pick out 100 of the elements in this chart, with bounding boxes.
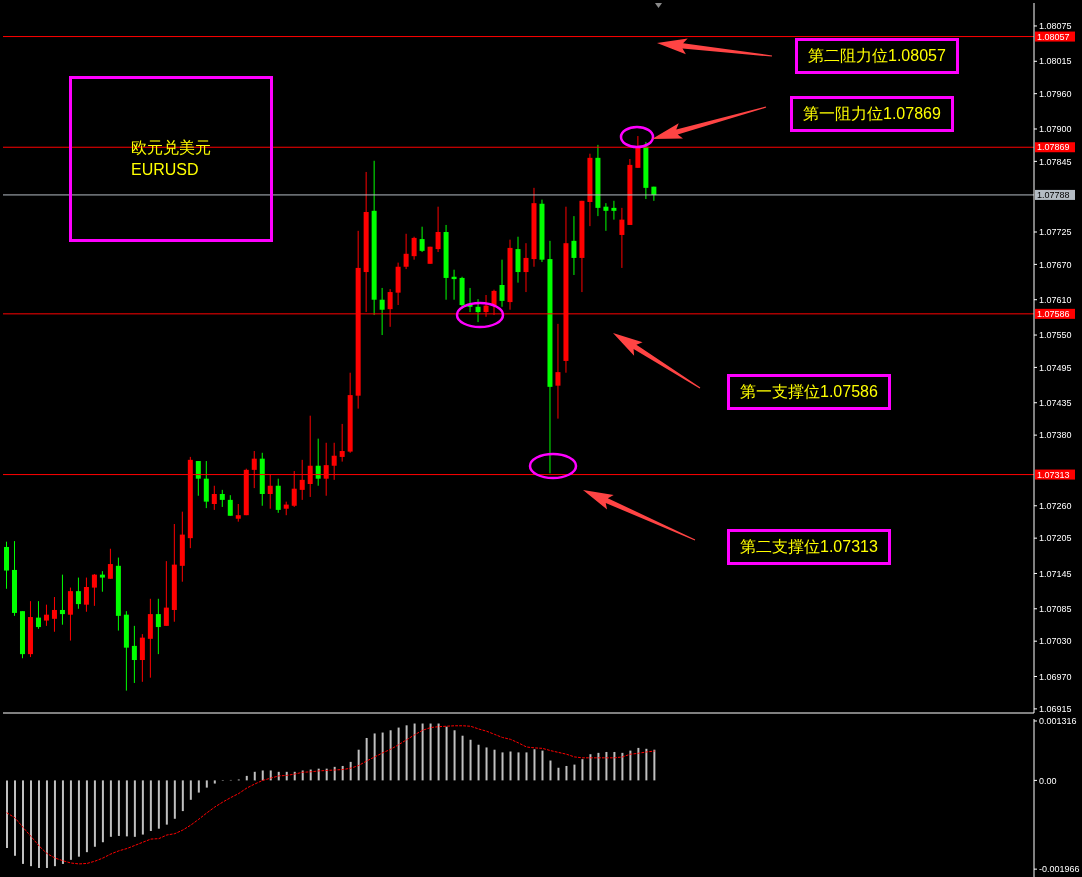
candlestick <box>571 215 577 276</box>
bar <box>85 780 88 853</box>
bar <box>141 780 144 835</box>
bar <box>533 749 536 781</box>
ref-line-label: 1.07313 <box>1037 469 1070 480</box>
candlestick <box>139 633 145 683</box>
bar <box>541 750 544 781</box>
bar <box>165 780 168 825</box>
y-tick-label: 1.07205 <box>1039 533 1072 544</box>
bar <box>213 780 216 784</box>
bar <box>253 771 256 781</box>
bar <box>261 770 264 781</box>
bar <box>589 754 592 781</box>
y-tick-label: 1.07260 <box>1039 500 1072 511</box>
bar <box>613 751 616 781</box>
y-tick-label: 1.07670 <box>1039 259 1072 270</box>
y-tick-label: 1.07960 <box>1039 88 1072 99</box>
bar <box>549 760 552 781</box>
bar <box>413 723 416 781</box>
candlestick <box>435 206 441 253</box>
bar <box>13 780 16 856</box>
ref-line-label: 1.08057 <box>1037 31 1070 42</box>
text: EURUSD <box>131 160 199 180</box>
bar <box>77 780 80 857</box>
candlestick <box>51 596 57 633</box>
bar <box>565 765 568 781</box>
y-tick-label: 1.07610 <box>1039 294 1072 305</box>
candlestick <box>339 423 345 463</box>
candlestick <box>315 438 321 487</box>
y-tick-label: 1.08075 <box>1039 21 1072 32</box>
bar <box>605 751 608 781</box>
bar <box>29 780 32 867</box>
bar <box>621 752 624 781</box>
bar <box>189 780 192 800</box>
candlestick <box>35 600 41 630</box>
bar <box>133 780 136 837</box>
y-tick-label: 1.07435 <box>1039 397 1072 408</box>
candlestick <box>163 560 169 627</box>
bar <box>37 780 40 868</box>
bar <box>109 780 112 837</box>
bar <box>149 780 152 831</box>
bar <box>61 780 64 864</box>
bar <box>501 752 504 781</box>
bar <box>341 765 344 781</box>
y-tick-label: 1.06915 <box>1039 704 1072 715</box>
bar <box>445 726 448 781</box>
candlestick <box>227 494 233 517</box>
annotation: 第一阻力位1.07869 <box>790 96 954 133</box>
bar <box>597 752 600 781</box>
candlestick <box>43 604 49 627</box>
candlestick <box>379 287 385 336</box>
bar <box>557 767 560 781</box>
candlestick <box>59 574 65 626</box>
candlestick <box>515 236 521 284</box>
candlestick <box>67 587 73 642</box>
bar <box>629 750 632 781</box>
bar <box>365 737 368 781</box>
candlestick <box>99 570 105 593</box>
annotation: 第一支撑位1.07586 <box>727 374 891 410</box>
annotation: 第二支撑位1.07313 <box>727 529 891 565</box>
bar <box>525 752 528 781</box>
y-tick-label: 0.00 <box>1039 775 1057 786</box>
line-series <box>6 725 655 865</box>
bar <box>45 780 48 868</box>
bar <box>397 727 400 781</box>
candlestick <box>555 323 561 420</box>
y-tick-label: 1.07030 <box>1039 636 1072 647</box>
bar <box>21 780 24 864</box>
bar <box>637 747 640 781</box>
y-tick-label: 1.06970 <box>1039 671 1072 682</box>
candlestick <box>107 548 113 580</box>
candlestick <box>635 135 641 169</box>
candlestick <box>611 200 617 221</box>
y-tick-label: 1.08015 <box>1039 56 1072 67</box>
y-tick-label: 1.07900 <box>1039 124 1072 135</box>
bar <box>469 739 472 781</box>
ref-line-label: 1.07788 <box>1037 190 1070 201</box>
y-tick-label: 0.001316 <box>1039 716 1077 727</box>
bar <box>117 780 120 836</box>
y-tick-label: 1.07550 <box>1039 330 1072 341</box>
candlestick <box>475 298 481 323</box>
candlestick <box>619 207 625 269</box>
bar <box>573 764 576 781</box>
candlestick <box>411 236 417 261</box>
bar <box>157 780 160 829</box>
bar <box>437 723 440 781</box>
y-tick-label: 1.07725 <box>1039 227 1072 238</box>
candlestick <box>203 460 209 509</box>
candlestick <box>523 242 529 293</box>
bar <box>6 780 8 849</box>
candlestick <box>403 233 409 270</box>
bar <box>405 725 408 781</box>
candlestick <box>131 625 137 684</box>
bar <box>493 749 496 781</box>
bar <box>205 780 208 788</box>
candlestick <box>195 460 201 497</box>
bar <box>461 735 464 781</box>
bar <box>181 780 184 812</box>
bar <box>125 780 128 837</box>
candlestick <box>4 541 9 590</box>
